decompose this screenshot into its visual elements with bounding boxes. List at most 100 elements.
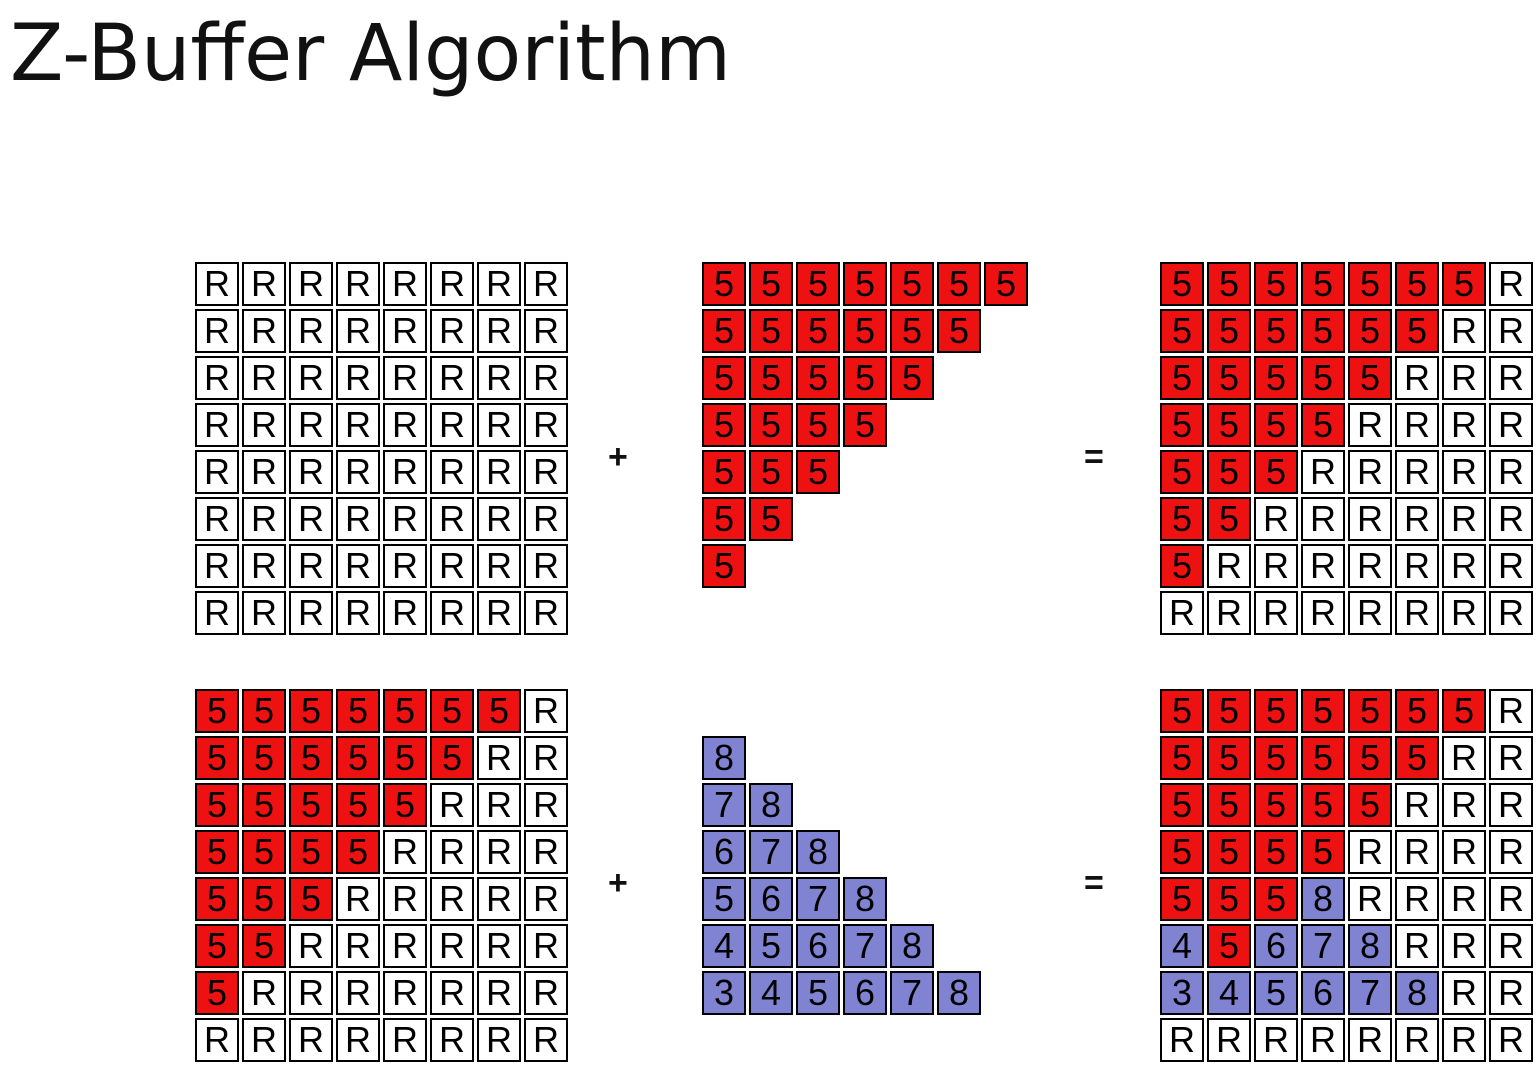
empty-cell [1031, 450, 1075, 494]
empty-cell [890, 403, 934, 447]
depth-cell-red: 5 [1207, 736, 1251, 780]
empty-cell [984, 877, 1028, 921]
depth-cell-background: R [1207, 591, 1251, 635]
depth-cell-background: R [1442, 356, 1486, 400]
depth-cell-red: 5 [477, 689, 521, 733]
depth-cell-background: R [524, 783, 568, 827]
depth-cell-red: 5 [430, 736, 474, 780]
depth-cell-background: R [289, 403, 333, 447]
depth-cell-background: R [1395, 783, 1439, 827]
depth-cell-blue: 6 [843, 971, 887, 1015]
depth-cell-red: 5 [289, 877, 333, 921]
depth-cell-background: R [336, 591, 380, 635]
depth-cell-blue: 7 [843, 924, 887, 968]
depth-cell-background: R [1489, 497, 1533, 541]
empty-cell [937, 689, 981, 733]
depth-cell-background: R [383, 877, 427, 921]
depth-cell-background: R [289, 262, 333, 306]
empty-cell [1031, 497, 1075, 541]
depth-cell-red: 5 [1254, 262, 1298, 306]
depth-cell-background: R [477, 544, 521, 588]
depth-cell-background: R [1301, 497, 1345, 541]
depth-cell-red: 5 [1301, 403, 1345, 447]
empty-cell [984, 544, 1028, 588]
depth-cell-background: R [524, 924, 568, 968]
empty-cell [937, 356, 981, 400]
depth-cell-background: R [1395, 1018, 1439, 1062]
depth-cell-background: R [430, 1018, 474, 1062]
depth-cell-background: R [1442, 544, 1486, 588]
depth-cell-background: R [1489, 262, 1533, 306]
depth-cell-background: R [336, 356, 380, 400]
depth-cell-red: 5 [702, 309, 746, 353]
depth-cell-red: 5 [984, 262, 1028, 306]
empty-cell [1031, 403, 1075, 447]
depth-cell-background: R [242, 356, 286, 400]
depth-cell-background: R [1207, 544, 1251, 588]
depth-cell-background: R [430, 591, 474, 635]
depth-cell-background: R [477, 497, 521, 541]
empty-cell [890, 497, 934, 541]
depth-cell-red: 5 [702, 450, 746, 494]
depth-cell-background: R [524, 591, 568, 635]
depth-cell-red: 5 [1254, 830, 1298, 874]
depth-cell-red: 5 [242, 689, 286, 733]
empty-cell [1031, 830, 1075, 874]
depth-cell-red: 5 [1254, 689, 1298, 733]
empty-cell [796, 497, 840, 541]
depth-cell-blue: 8 [749, 783, 793, 827]
depth-cell-background: R [1442, 591, 1486, 635]
depth-cell-background: R [242, 450, 286, 494]
depth-cell-background: R [336, 877, 380, 921]
empty-cell [984, 497, 1028, 541]
depth-cell-background: R [289, 309, 333, 353]
depth-cell-background: R [195, 497, 239, 541]
depth-cell-background: R [195, 591, 239, 635]
depth-cell-background: R [1489, 877, 1533, 921]
depth-cell-background: R [430, 877, 474, 921]
empty-cell [937, 877, 981, 921]
depth-cell-red: 5 [796, 450, 840, 494]
empty-cell [1031, 544, 1075, 588]
equals-operator-row1: = [1084, 438, 1104, 476]
depth-cell-background: R [289, 497, 333, 541]
depth-cell-background: R [383, 1018, 427, 1062]
depth-cell-background: R [289, 356, 333, 400]
depth-cell-blue: 6 [749, 877, 793, 921]
depth-cell-background: R [524, 1018, 568, 1062]
depth-cell-background: R [195, 544, 239, 588]
depth-cell-background: R [195, 356, 239, 400]
depth-cell-background: R [430, 924, 474, 968]
depth-cell-red: 5 [749, 309, 793, 353]
depth-cell-background: R [383, 830, 427, 874]
depth-cell-blue: 3 [702, 971, 746, 1015]
depth-cell-background: R [1489, 830, 1533, 874]
depth-cell-blue: 4 [702, 924, 746, 968]
depth-cell-background: R [1395, 877, 1439, 921]
depth-cell-blue: 7 [1348, 971, 1392, 1015]
depth-cell-background: R [195, 1018, 239, 1062]
depth-cell-red: 5 [843, 262, 887, 306]
depth-cell-background: R [383, 924, 427, 968]
depth-cell-background: R [524, 877, 568, 921]
depth-cell-background: R [1489, 544, 1533, 588]
depth-cell-blue: 8 [843, 877, 887, 921]
depth-cell-red: 5 [1395, 736, 1439, 780]
empty-cell [1031, 356, 1075, 400]
depth-cell-red: 5 [1160, 877, 1204, 921]
depth-cell-red: 5 [1207, 450, 1251, 494]
empty-cell [890, 830, 934, 874]
depth-cell-background: R [383, 971, 427, 1015]
depth-cell-red: 5 [195, 924, 239, 968]
depth-cell-background: R [242, 309, 286, 353]
depth-cell-red: 5 [702, 356, 746, 400]
depth-cell-background: R [524, 356, 568, 400]
depth-cell-background: R [1489, 403, 1533, 447]
depth-cell-background: R [1207, 1018, 1251, 1062]
depth-cell-red: 5 [1207, 689, 1251, 733]
depth-cell-red: 5 [1301, 689, 1345, 733]
plus-operator-row2: + [608, 864, 628, 902]
depth-cell-blue: 5 [749, 924, 793, 968]
depth-cell-background: R [1489, 309, 1533, 353]
